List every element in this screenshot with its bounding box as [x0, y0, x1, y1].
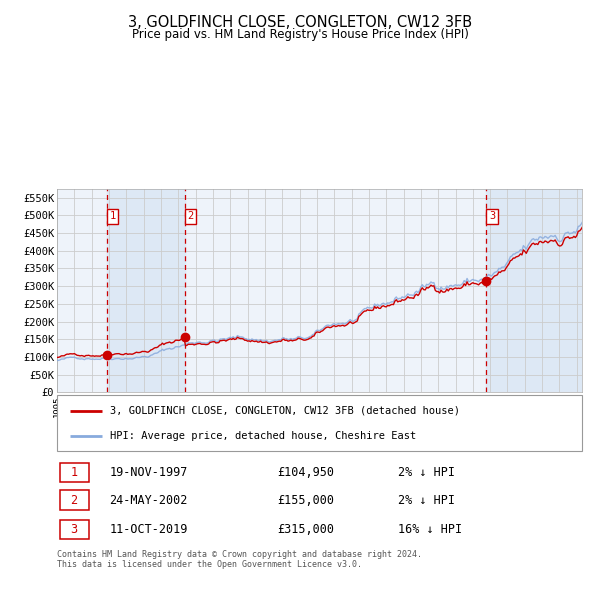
Bar [487, 189, 582, 392]
Text: 2% ↓ HPI: 2% ↓ HPI [398, 493, 455, 507]
Text: 2: 2 [71, 493, 77, 507]
FancyBboxPatch shape [59, 463, 89, 482]
FancyBboxPatch shape [57, 395, 582, 451]
Text: £315,000: £315,000 [277, 523, 335, 536]
Text: 1: 1 [71, 466, 77, 479]
Text: 1: 1 [110, 211, 116, 221]
Text: HPI: Average price, detached house, Cheshire East: HPI: Average price, detached house, Ches… [110, 431, 416, 441]
Text: 24-MAY-2002: 24-MAY-2002 [110, 493, 188, 507]
Text: 2% ↓ HPI: 2% ↓ HPI [398, 466, 455, 479]
FancyBboxPatch shape [59, 490, 89, 510]
Text: 3: 3 [489, 211, 495, 221]
Text: 3, GOLDFINCH CLOSE, CONGLETON, CW12 3FB (detached house): 3, GOLDFINCH CLOSE, CONGLETON, CW12 3FB … [110, 406, 460, 416]
Bar [107, 189, 185, 392]
Text: 3, GOLDFINCH CLOSE, CONGLETON, CW12 3FB: 3, GOLDFINCH CLOSE, CONGLETON, CW12 3FB [128, 15, 472, 30]
FancyBboxPatch shape [59, 520, 89, 539]
Text: £155,000: £155,000 [277, 493, 335, 507]
Text: 3: 3 [71, 523, 77, 536]
Text: 2: 2 [188, 211, 194, 221]
Text: 16% ↓ HPI: 16% ↓ HPI [398, 523, 463, 536]
Text: Price paid vs. HM Land Registry's House Price Index (HPI): Price paid vs. HM Land Registry's House … [131, 28, 469, 41]
Text: Contains HM Land Registry data © Crown copyright and database right 2024.
This d: Contains HM Land Registry data © Crown c… [57, 550, 422, 569]
Text: 19-NOV-1997: 19-NOV-1997 [110, 466, 188, 479]
Text: £104,950: £104,950 [277, 466, 335, 479]
Text: 11-OCT-2019: 11-OCT-2019 [110, 523, 188, 536]
